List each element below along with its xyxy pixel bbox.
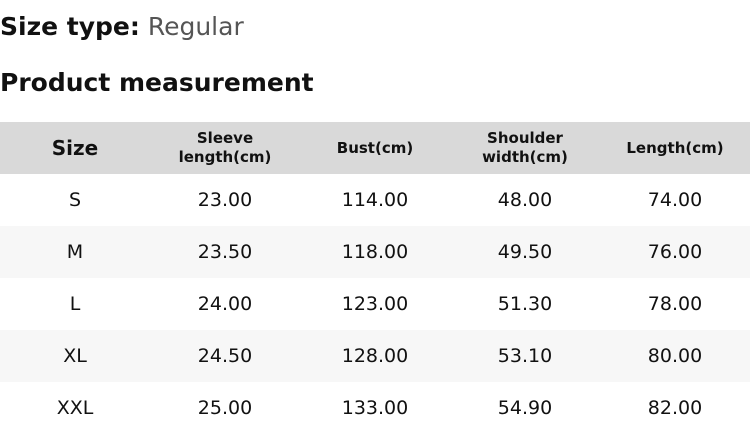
table-row: L 24.00 123.00 51.30 78.00 [0,278,750,330]
cell-size: M [66,241,84,263]
cell-size: L [69,293,81,315]
size-type: Size type: Regular [0,11,244,43]
column-header-bust: Bust(cm) [336,138,414,157]
column-header-length: Length(cm) [626,138,724,157]
cell-size: S [68,189,82,211]
cell-sleeve: 23.50 [197,241,253,263]
cell-shoulder: 54.90 [497,397,553,419]
table-row: M 23.50 118.00 49.50 76.00 [0,226,750,278]
cell-shoulder: 51.30 [497,293,553,315]
cell-bust: 118.00 [341,241,409,263]
section-title: Product measurement [0,68,314,97]
measurement-table: Size Sleeve length(cm) Bust(cm) Shoulder… [0,122,750,434]
cell-bust: 123.00 [341,293,409,315]
cell-size: XL [63,345,87,367]
table-header-row: Size Sleeve length(cm) Bust(cm) Shoulder… [0,122,750,174]
table-row: XL 24.50 128.00 53.10 80.00 [0,330,750,382]
cell-bust: 128.00 [341,345,409,367]
column-header-sleeve: Sleeve length(cm) [178,129,272,166]
table-row: S 23.00 114.00 48.00 74.00 [0,174,750,226]
cell-length: 80.00 [647,345,703,367]
cell-bust: 133.00 [341,397,409,419]
size-type-label: Size type: [0,12,140,41]
cell-shoulder: 53.10 [497,345,553,367]
size-type-value: Regular [147,12,244,41]
cell-bust: 114.00 [341,189,409,211]
cell-length: 74.00 [647,189,703,211]
column-header-size: Size [51,135,99,160]
cell-sleeve: 23.00 [197,189,253,211]
cell-sleeve: 24.50 [197,345,253,367]
cell-length: 76.00 [647,241,703,263]
cell-length: 82.00 [647,397,703,419]
cell-shoulder: 48.00 [497,189,553,211]
cell-sleeve: 24.00 [197,293,253,315]
table-row: XXL 25.00 133.00 54.90 82.00 [0,382,750,434]
cell-size: XXL [56,397,94,419]
cell-length: 78.00 [647,293,703,315]
cell-shoulder: 49.50 [497,241,553,263]
cell-sleeve: 25.00 [197,397,253,419]
column-header-shoulder: Shoulder width(cm) [482,129,568,166]
